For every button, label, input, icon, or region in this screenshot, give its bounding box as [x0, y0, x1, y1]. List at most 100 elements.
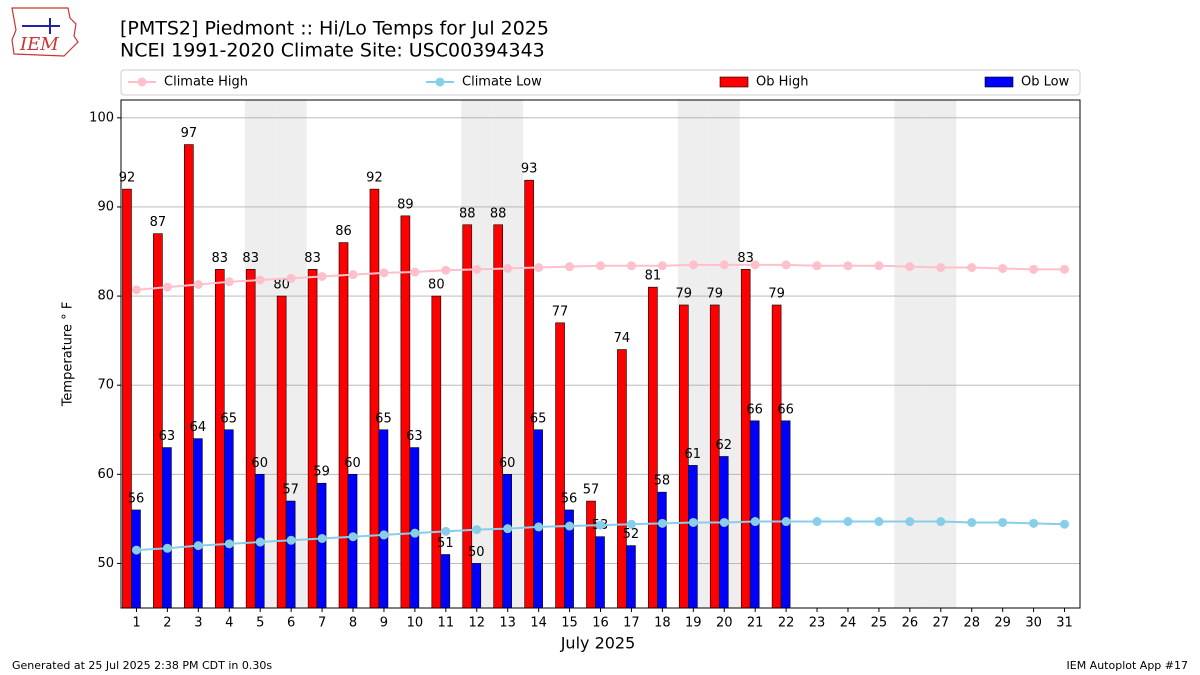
y-tick-label: 70 — [97, 378, 114, 393]
x-tick-label: 20 — [716, 616, 733, 631]
line-marker — [193, 279, 203, 289]
bar — [780, 420, 791, 609]
line-marker — [812, 261, 822, 271]
x-tick-label: 9 — [380, 616, 388, 631]
line-marker — [162, 543, 172, 553]
bar — [657, 491, 667, 609]
bar — [586, 500, 596, 609]
line-marker — [781, 260, 791, 270]
plot-frame — [120, 99, 1081, 609]
data-label: 66 — [777, 402, 794, 417]
line-marker — [565, 521, 575, 531]
weekend-shade — [925, 100, 957, 608]
bar — [431, 295, 442, 609]
line-marker — [719, 260, 729, 270]
x-tick-label: 3 — [194, 616, 202, 631]
data-label: 83 — [212, 251, 229, 266]
bar — [749, 420, 760, 609]
y-tick-label: 80 — [97, 289, 114, 304]
line-marker — [472, 264, 482, 274]
bar — [533, 429, 543, 609]
x-tick-label: 1 — [132, 616, 140, 631]
bar — [307, 269, 318, 609]
data-label: 58 — [654, 474, 671, 489]
bar — [409, 447, 420, 609]
line-marker — [255, 275, 265, 285]
bar — [502, 474, 512, 609]
line-marker — [626, 519, 636, 529]
bar — [214, 269, 225, 609]
bar — [709, 304, 720, 609]
data-label: 60 — [251, 456, 268, 471]
data-label: 57 — [282, 483, 299, 498]
line-marker — [534, 263, 544, 273]
line-marker — [750, 517, 760, 527]
data-label: 87 — [150, 215, 167, 230]
data-label: 61 — [685, 447, 702, 462]
bar — [626, 545, 636, 609]
data-label: 66 — [746, 402, 763, 417]
data-label: 83 — [304, 251, 321, 266]
line-marker — [750, 260, 760, 270]
data-label: 88 — [459, 206, 476, 221]
data-label: 80 — [273, 278, 290, 293]
line-marker — [596, 261, 605, 271]
x-tick-label: 10 — [407, 616, 424, 631]
line-marker — [255, 537, 265, 547]
line-marker — [317, 271, 327, 281]
line-marker — [348, 532, 358, 542]
chart-title: [PMTS2] Piedmont :: Hi/Lo Temps for Jul … — [120, 18, 549, 40]
bar — [440, 554, 451, 609]
line-marker — [410, 267, 420, 277]
data-label: 56 — [561, 491, 578, 506]
data-label: 93 — [521, 162, 538, 177]
data-label: 80 — [428, 278, 445, 293]
bar — [153, 233, 163, 609]
line-marker — [162, 282, 172, 292]
legend-marker — [137, 77, 147, 87]
x-tick-label: 12 — [468, 616, 485, 631]
x-tick-label: 17 — [623, 616, 640, 631]
legend-label: Climate High — [164, 75, 248, 90]
x-tick-label: 7 — [318, 616, 326, 631]
data-label: 97 — [181, 126, 198, 141]
line-marker — [967, 517, 977, 527]
line-marker — [688, 517, 698, 527]
weekend-shade — [894, 100, 926, 608]
line-marker — [441, 526, 451, 536]
logo-text: IEM — [19, 34, 59, 55]
line-marker — [410, 528, 420, 538]
line-marker — [781, 517, 791, 527]
data-label: 86 — [335, 224, 352, 239]
bar — [245, 269, 256, 609]
line-marker — [379, 530, 389, 540]
line-marker — [812, 517, 822, 527]
data-label: 83 — [737, 251, 754, 266]
data-label: 77 — [552, 304, 569, 319]
x-tick-label: 29 — [994, 616, 1011, 631]
bar — [771, 304, 782, 609]
data-label: 74 — [614, 331, 631, 346]
bar — [184, 144, 194, 609]
x-tick-label: 4 — [225, 616, 233, 631]
bar — [369, 188, 380, 609]
line-marker — [503, 263, 513, 273]
line-marker — [131, 545, 141, 555]
x-tick-label: 24 — [840, 616, 857, 631]
y-tick-label: 50 — [97, 556, 114, 571]
x-tick-label: 5 — [256, 616, 264, 631]
x-tick-label: 23 — [809, 616, 826, 631]
line-marker — [224, 539, 234, 549]
x-tick-label: 8 — [349, 616, 357, 631]
bar — [595, 536, 605, 609]
line-marker — [719, 517, 729, 527]
line-marker — [688, 260, 698, 270]
line-marker — [843, 517, 853, 527]
legend-label: Ob High — [756, 75, 809, 90]
line-marker — [1060, 264, 1070, 274]
legend-box — [120, 69, 1081, 96]
data-label: 79 — [768, 286, 785, 301]
line-marker — [441, 265, 451, 275]
bar — [617, 349, 627, 609]
footer-left: Generated at 25 Jul 2025 2:38 PM CDT in … — [12, 659, 272, 672]
